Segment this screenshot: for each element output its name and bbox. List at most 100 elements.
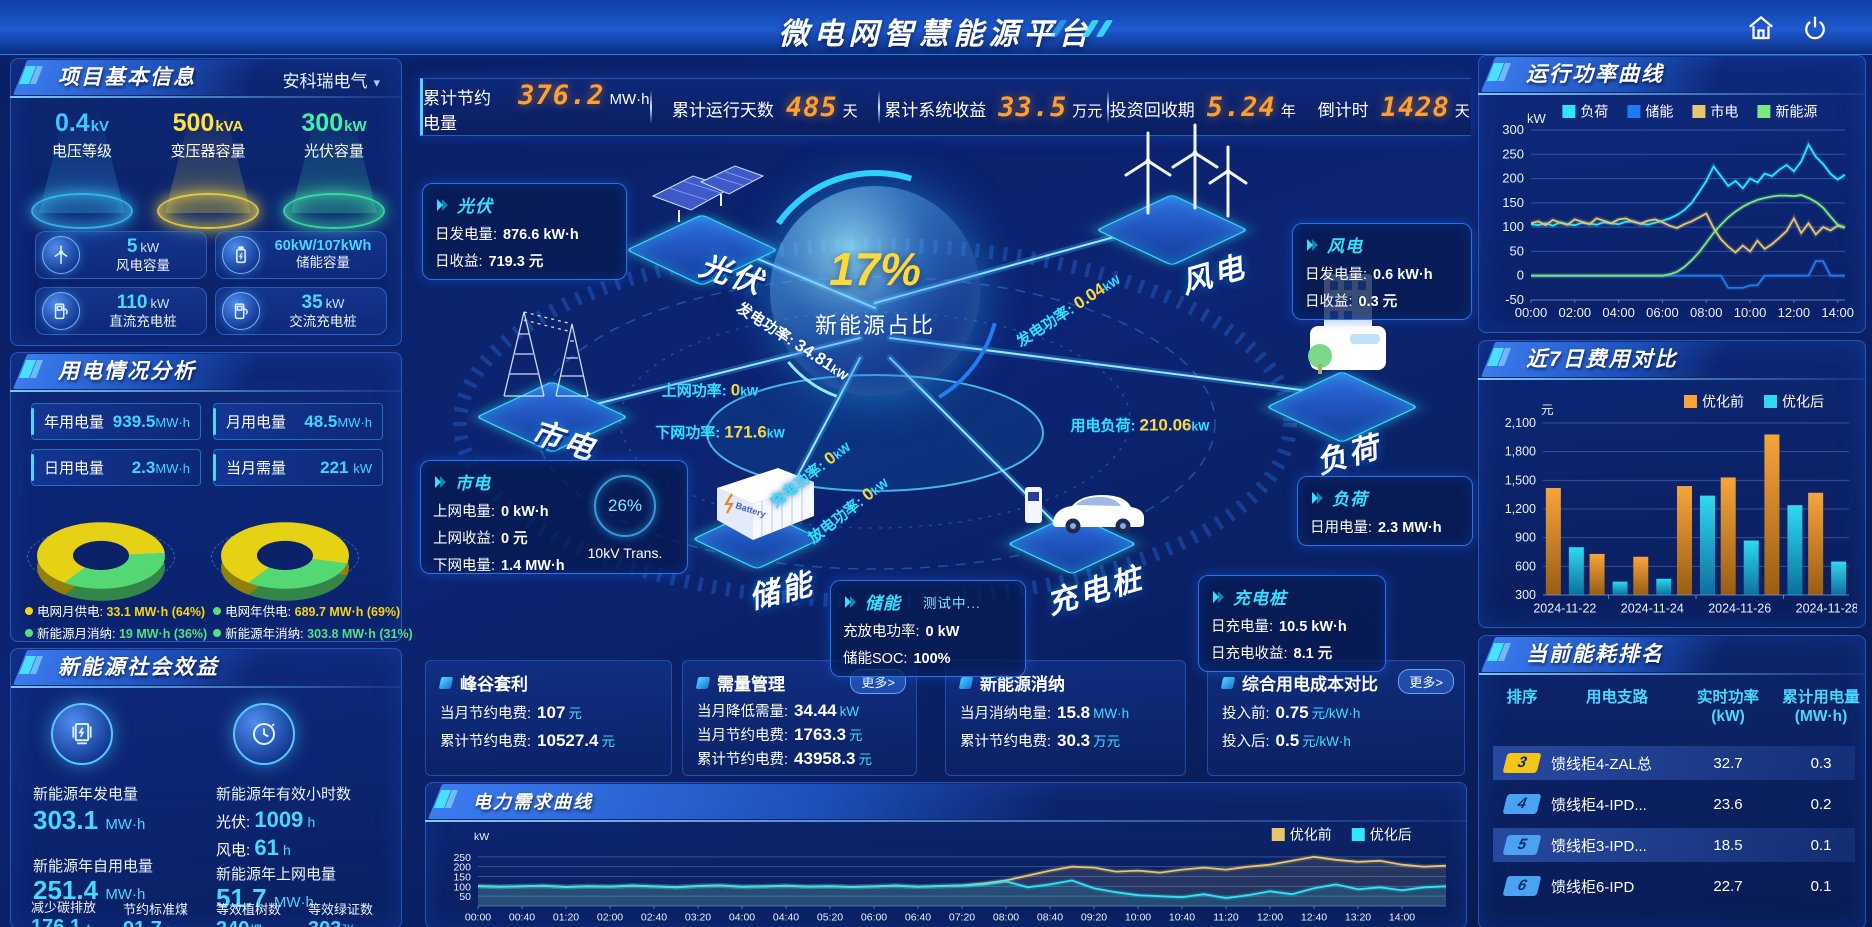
chevron-icon [437, 198, 448, 211]
legend-item: 电网月供电: 33.1 MW·h (64%) [25, 601, 207, 620]
legend-label[interactable]: 市电 [1710, 104, 1738, 120]
yearly-mix-donut-chart [211, 501, 359, 601]
panel-corner-icon [19, 360, 43, 378]
legend-label[interactable]: 优化后 [1782, 394, 1824, 410]
decorative-slashes [1049, 20, 1114, 37]
row-label: 当月降低需量: [697, 704, 789, 720]
kpi-label: 累计节约电量 [423, 89, 491, 133]
capacity-grid: 5 kW 风电容量 60kW/107kWh 储能容量 110 kW 直流充电桩 35 kW 交… [35, 231, 387, 335]
legend-swatch[interactable] [1757, 105, 1771, 118]
svg-text:06:00: 06:00 [861, 912, 887, 924]
svg-text:01:20: 01:20 [553, 912, 579, 924]
power-icon[interactable] [1800, 13, 1830, 43]
table-row[interactable]: 6 馈线柜6-IPD 22.7 0.1 [1493, 869, 1855, 903]
stat-label: 月用电量 [226, 414, 287, 431]
legend-swatch[interactable] [1684, 395, 1697, 408]
card-title: 峰谷套利 [460, 675, 528, 694]
transformer-cone: 500kVA 变压器容量 [149, 105, 267, 233]
center-sphere [770, 186, 980, 396]
storage-capacity-box: 60kW/107kWh 储能容量 [215, 231, 387, 279]
legend-label[interactable]: 优化前 [1290, 827, 1332, 843]
capacity-unit: kW [150, 295, 170, 311]
row-value: 107 [537, 703, 566, 722]
row-label: 日充电收益: [1211, 646, 1288, 662]
home-icon[interactable] [1746, 13, 1776, 43]
row-label: 日发电量: [435, 227, 498, 243]
legend-swatch[interactable] [1627, 105, 1641, 118]
legend-label[interactable]: 新能源 [1775, 104, 1817, 120]
legend-swatch[interactable] [1562, 105, 1576, 118]
kpi-payback: 投资回收期 5.24 年 倒计时 1428 天 [1109, 92, 1471, 123]
kpi-label: 累计运行天数 [671, 100, 774, 120]
rank-badge: 5 [1502, 835, 1542, 855]
row-value: 876.6 kW·h [503, 227, 579, 243]
company-dropdown[interactable]: 安科瑞电气 ▾ [274, 65, 388, 94]
svg-text:10:00: 10:00 [1125, 912, 1151, 924]
legend-label[interactable]: 储能 [1645, 104, 1673, 120]
legend-swatch[interactable] [1764, 395, 1777, 408]
power-towers-icon [503, 311, 589, 397]
svg-text:2024-11-24: 2024-11-24 [1621, 602, 1684, 616]
branch-name: 馈线柜4-ZAL总 [1551, 755, 1652, 773]
cone-unit: kVA [215, 118, 244, 135]
svg-text:200: 200 [1502, 171, 1524, 186]
legend-swatch[interactable] [1692, 105, 1706, 118]
legend-label[interactable]: 负荷 [1580, 104, 1608, 120]
row-label: 日收益: [435, 254, 483, 270]
svg-text:00:40: 00:40 [509, 912, 535, 924]
stat-value: 221 [320, 457, 349, 477]
column-header: 排序 [1506, 689, 1538, 706]
svg-text:12:00: 12:00 [1257, 912, 1283, 924]
clock-icon [233, 703, 295, 765]
legend-swatch[interactable] [1351, 828, 1365, 841]
load-power-flow: 用电负荷: 210.06kW [1070, 415, 1210, 435]
svg-text:100: 100 [1502, 219, 1524, 234]
green-dot-icon [213, 629, 222, 637]
donut-legends: 电网月供电: 33.1 MW·h (64%) 电网年供电: 689.7 MW·h… [25, 601, 413, 642]
bar-优化前 [1545, 487, 1561, 595]
divider [878, 90, 881, 124]
row-value: 1.4 MW·h [501, 558, 565, 574]
stat-label: 年用电量 [44, 414, 105, 431]
usage-stats: 年用电量 939.5MW·h 月用电量 48.5MW·h 日用电量 2.3MW·h 当… [31, 403, 383, 486]
kpi-bar: 累计节约电量 376.2 MW·h 累计运行天数 485 天 累计系统收益 33.5 万元 … [420, 78, 1471, 136]
svg-text:08:00: 08:00 [993, 912, 1019, 924]
status-badge: 测试中... [923, 595, 981, 611]
svg-text:05:20: 05:20 [817, 912, 843, 924]
extra-unit: 棵 [249, 923, 262, 927]
legend-label[interactable]: 优化后 [1370, 827, 1412, 843]
capacity-label: 储能容量 [296, 255, 350, 271]
power-curve-panel: 运行功率曲线 -50 0 50 100 150 200 250 300 kW 00:00 02:00… [1478, 55, 1866, 333]
panel-corner-icon [19, 656, 43, 674]
row-label: 当月节约电费: [440, 706, 532, 722]
power-curve-svg: -50 0 50 100 150 200 250 300kW 00:00 02:00 04:00 06… [1502, 104, 1854, 321]
table-row[interactable]: 3 馈线柜4-ZAL总 32.7 0.3 [1493, 746, 1855, 780]
kpi-value: 376.2 [518, 80, 605, 111]
row-value: 0.5 [1275, 731, 1300, 750]
legend-label[interactable]: 优化前 [1702, 394, 1744, 410]
energy-value: 0.1 [1810, 877, 1832, 895]
chevron-icon [435, 475, 446, 488]
wind-turbine-icon [42, 236, 80, 274]
card-corner-icon [695, 676, 711, 689]
row-unit: 元 [601, 734, 615, 749]
row-label: 投入后: [1222, 734, 1270, 750]
table-row[interactable]: 5 馈线柜3-IPD... 18.5 0.1 [1493, 828, 1855, 862]
column-header: 累计用电量 (MW·h) [1782, 689, 1860, 726]
legend-swatch[interactable] [1271, 828, 1285, 841]
panel-header: 运行功率曲线 [1478, 55, 1866, 95]
table-row[interactable]: 4 馈线柜4-IPD... 23.6 0.2 [1493, 787, 1855, 821]
more-button[interactable]: 更多> [1398, 669, 1454, 694]
stat-value: 48.5 [304, 411, 338, 431]
svg-text:08:00: 08:00 [1690, 305, 1723, 320]
capacity-unit: kW [325, 295, 345, 311]
panel-corner-icon [1487, 643, 1511, 661]
power-value: 32.7 [1713, 754, 1743, 772]
benefit-label: 新能源年自用电量 [33, 858, 154, 875]
svg-text:13:20: 13:20 [1345, 912, 1371, 924]
svg-text:07:20: 07:20 [949, 912, 975, 924]
extra-label: 减少碳排放 [31, 900, 97, 915]
benefit-label: 新能源年发电量 [33, 786, 139, 803]
generation-icon [51, 703, 113, 765]
stat-label: 日用电量 [44, 460, 105, 477]
